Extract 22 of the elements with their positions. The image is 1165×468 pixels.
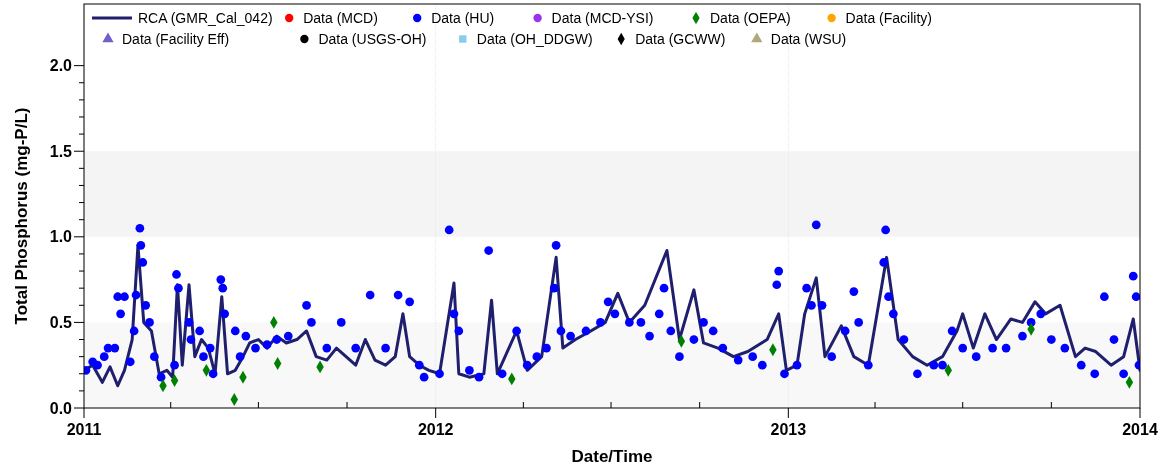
x-tick-label: 2014 [1122, 421, 1158, 438]
legend-label: Data (Facility Eff) [122, 30, 230, 47]
y-axis-title: Total Phosphorus (mg-P/L) [12, 107, 31, 325]
x-tick-label: 2012 [417, 421, 454, 438]
y-tick-label: 1.0 [49, 228, 73, 246]
legend-label: Data (USGS-OH) [318, 30, 427, 47]
legend-label: Data (Facility) [845, 9, 932, 26]
y-tick-label: 1.5 [49, 142, 73, 160]
x-axis-title: Date/Time [571, 447, 653, 466]
x-tick-label: 2013 [770, 421, 807, 438]
legend-label: Data (GCWW) [635, 30, 726, 47]
legend-label: Data (MCD) [303, 9, 378, 26]
x-tick-label: 2011 [66, 421, 102, 438]
legend-label: Data (MCD-YSI) [551, 9, 654, 26]
y-tick-label: 0.5 [49, 314, 73, 332]
legend-label: Data (HU) [431, 9, 495, 26]
legend-label: Data (WSU) [770, 30, 847, 47]
y-tick-label: 0.0 [49, 399, 73, 417]
legend-label: Data (OH_DDGW) [476, 30, 593, 47]
y-tick-label: 2.0 [49, 57, 73, 75]
legend-label: RCA (GMR_Cal_042) [138, 9, 273, 26]
legend-label: Data (OEPA) [710, 9, 791, 26]
